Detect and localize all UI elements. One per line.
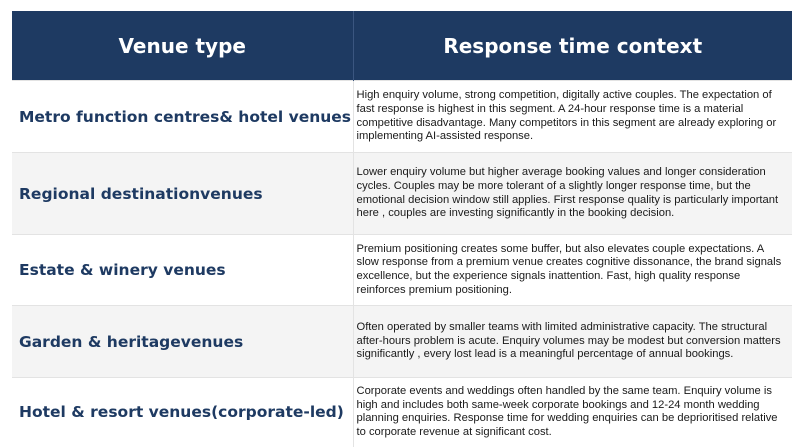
header-row: Venue type Response time context bbox=[12, 11, 792, 81]
venue-response-table: Venue type Response time context Metro f… bbox=[12, 11, 792, 447]
response-context-cell: Often operated by smaller teams with lim… bbox=[353, 305, 792, 378]
table-row: Metro function centres& hotel venues Hig… bbox=[12, 80, 792, 153]
response-context-cell: Lower enquiry volume but higher average … bbox=[353, 152, 792, 235]
table-row: Hotel & resort venues(corporate-led) Cor… bbox=[12, 377, 792, 447]
venue-type-cell: Regional destinationvenues bbox=[12, 152, 354, 235]
header-venue-type: Venue type bbox=[12, 11, 354, 81]
table-row: Estate & winery venues Premium positioni… bbox=[12, 234, 792, 306]
venue-type-cell: Hotel & resort venues(corporate-led) bbox=[12, 377, 354, 447]
venue-type-cell: Estate & winery venues bbox=[12, 234, 354, 306]
header-response-context: Response time context bbox=[353, 11, 792, 81]
venue-type-cell: Garden & heritagevenues bbox=[12, 305, 354, 378]
response-context-cell: Premium positioning creates some buffer,… bbox=[353, 234, 792, 306]
response-context-cell: High enquiry volume, strong competition,… bbox=[353, 80, 792, 153]
response-context-cell: Corporate events and weddings often hand… bbox=[353, 377, 792, 447]
table-row: Regional destinationvenues Lower enquiry… bbox=[12, 152, 792, 235]
table-row: Garden & heritagevenues Often operated b… bbox=[12, 305, 792, 378]
venue-type-cell: Metro function centres& hotel venues bbox=[12, 80, 354, 153]
